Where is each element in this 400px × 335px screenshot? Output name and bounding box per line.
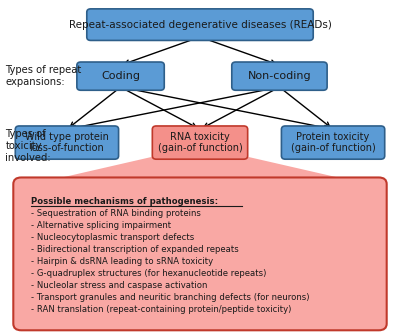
Text: Coding: Coding — [101, 71, 140, 81]
Text: Repeat-associated degenerative diseases (READs): Repeat-associated degenerative diseases … — [68, 20, 332, 29]
FancyBboxPatch shape — [15, 126, 118, 159]
Text: Wild type protein
loss-of-function: Wild type protein loss-of-function — [25, 132, 109, 153]
Text: Non-coding: Non-coding — [248, 71, 311, 81]
Text: Protein toxicity
(gain-of function): Protein toxicity (gain-of function) — [291, 132, 376, 153]
Text: - G-quadruplex structures (for hexanucleotide repeats): - G-quadruplex structures (for hexanucle… — [31, 269, 266, 278]
Text: - RAN translation (repeat-containing protein/peptide toxicity): - RAN translation (repeat-containing pro… — [31, 305, 292, 314]
Text: - Transport granules and neuritic branching defects (for neurons): - Transport granules and neuritic branch… — [31, 293, 310, 302]
Text: Possible mechanisms of pathogenesis:: Possible mechanisms of pathogenesis: — [31, 197, 218, 206]
Text: - Hairpin & dsRNA leading to sRNA toxicity: - Hairpin & dsRNA leading to sRNA toxici… — [31, 257, 213, 266]
Polygon shape — [33, 156, 367, 184]
FancyBboxPatch shape — [77, 62, 164, 90]
FancyBboxPatch shape — [282, 126, 385, 159]
Text: - Nucleocytoplasmic transport defects: - Nucleocytoplasmic transport defects — [31, 233, 194, 242]
Text: - Alternative splicing impairment: - Alternative splicing impairment — [31, 221, 171, 230]
Text: - Sequestration of RNA binding proteins: - Sequestration of RNA binding proteins — [31, 209, 201, 218]
FancyBboxPatch shape — [13, 178, 387, 330]
Text: RNA toxicity
(gain-of function): RNA toxicity (gain-of function) — [158, 132, 242, 153]
FancyBboxPatch shape — [87, 9, 313, 41]
FancyBboxPatch shape — [232, 62, 327, 90]
Text: - Nucleolar stress and caspase activation: - Nucleolar stress and caspase activatio… — [31, 281, 208, 290]
FancyBboxPatch shape — [152, 126, 248, 159]
Text: Types of
toxicity
involved:: Types of toxicity involved: — [5, 129, 51, 162]
Text: Types of repeat
expansions:: Types of repeat expansions: — [5, 65, 82, 87]
Text: - Bidirectional transcription of expanded repeats: - Bidirectional transcription of expande… — [31, 245, 239, 254]
